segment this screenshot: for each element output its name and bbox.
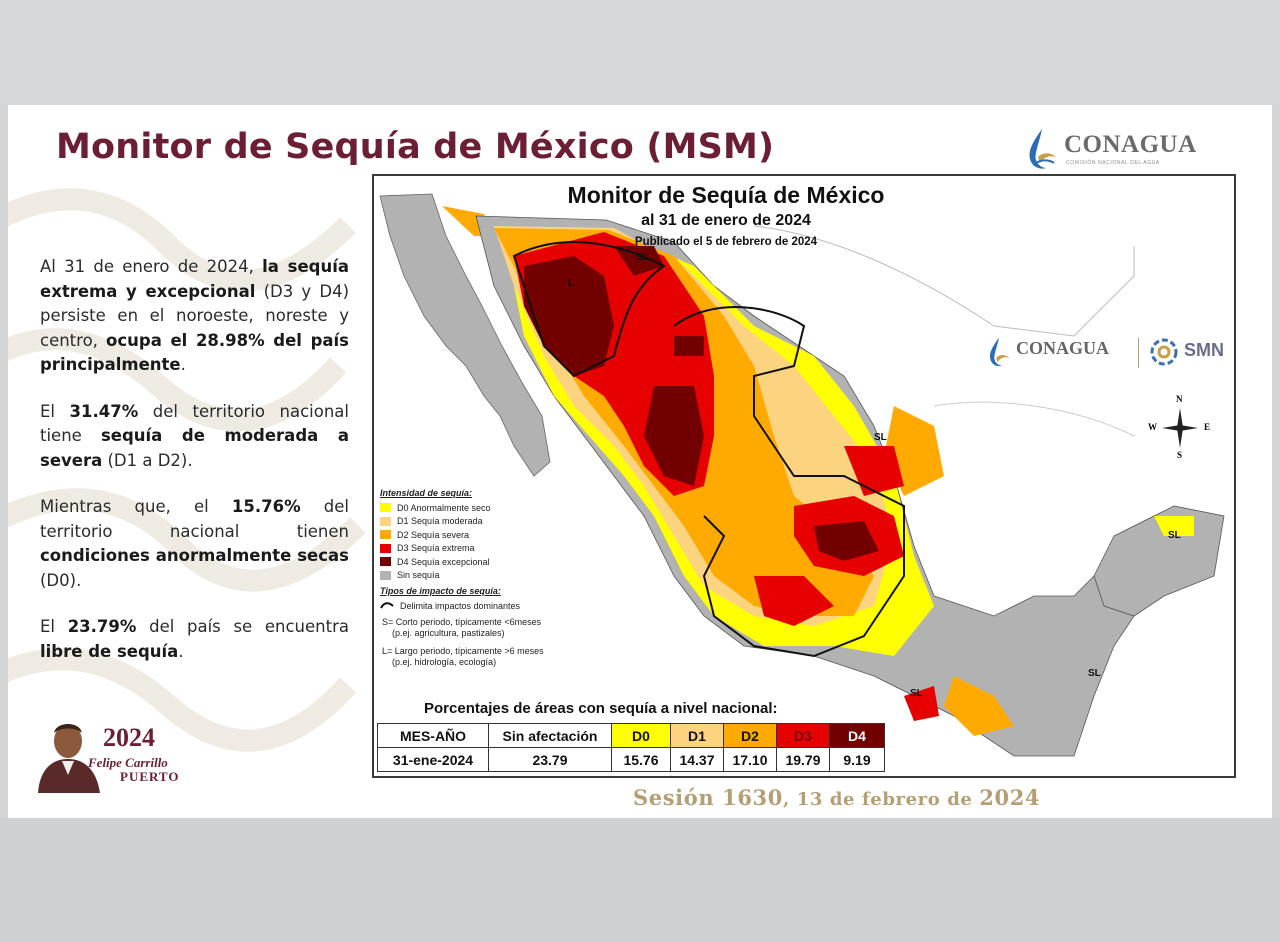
legend-title: Intensidad de sequía: <box>380 488 473 498</box>
drought-map: L SL SL SL SL SL Monitor de Sequía de Mé… <box>372 174 1236 778</box>
map-title: Monitor de Sequía de México <box>567 182 885 208</box>
table-header: MES-AÑO <box>377 723 489 748</box>
map-legend: Intensidad de sequía: D0 Anormalmente se… <box>380 488 600 668</box>
watermark-pattern <box>8 188 366 752</box>
legend-item-d4: D4 Sequía excepcional <box>380 555 600 569</box>
conagua-drop-icon <box>989 337 1010 367</box>
table-cell: 9.19 <box>829 747 885 772</box>
baja-california-region <box>379 193 551 477</box>
table-header: D2 <box>723 723 777 748</box>
logo-name-line1: Felipe Carrillo <box>88 755 168 770</box>
table-header: D4 <box>829 723 885 748</box>
background-bottom <box>0 818 1280 942</box>
legend-item-d3: D3 Sequía extrema <box>380 542 600 556</box>
background-top <box>0 0 1280 105</box>
legend-swatch <box>380 557 391 567</box>
percentages-table: MES-AÑO Sin afectación D0 D1 D2 D3 D4 31… <box>377 723 885 772</box>
slide-title: Monitor de Sequía de México (MSM) <box>56 127 775 167</box>
impact-s: S= Corto periodo, típicamente <6meses <box>382 617 542 627</box>
compass-w: W <box>1148 422 1157 432</box>
map-label-sl-yucatan: SL <box>1168 530 1181 541</box>
table-header: D1 <box>670 723 724 748</box>
map-label-sl-east: SL <box>874 432 887 443</box>
compass-icon <box>1162 408 1198 448</box>
legend-swatch <box>380 516 391 526</box>
summary-paragraph-1: Al 31 de enero de 2024, la sequía extrem… <box>40 257 350 374</box>
impact-line-row: Delimita impactos dominantes <box>380 600 600 612</box>
compass-n: N <box>1176 394 1183 404</box>
map-label-sl-southeast: SL <box>1088 668 1101 679</box>
felipe-carrillo-puerto-logo: 2024 Felipe Carrillo PUERTO <box>28 715 198 795</box>
impact-title: Tipos de impacto de sequía: <box>380 586 501 596</box>
summary-paragraph-4: El 23.79% del país se encuentra libre de… <box>40 617 349 661</box>
legend-swatch <box>380 543 391 553</box>
mexico-drought-map: L SL SL SL SL SL <box>379 193 1225 757</box>
logo-separator <box>1138 338 1139 368</box>
legend-swatch <box>380 570 391 580</box>
map-smn-text: SMN <box>1184 340 1224 360</box>
logo-name-line2: PUERTO <box>120 769 180 784</box>
percentages-title: Porcentajes de áreas con sequía a nivel … <box>424 700 778 717</box>
table-cell: 15.76 <box>611 747 671 772</box>
slide: Monitor de Sequía de México (MSM) CONAGU… <box>8 105 1272 818</box>
table-header: D3 <box>776 723 830 748</box>
summary-paragraph-2: El 31.47% del territorio nacional tiene … <box>40 401 350 470</box>
map-label-sl-north: SL <box>636 252 649 263</box>
table-cell: 17.10 <box>723 747 777 772</box>
impact-l: L= Largo periodo, típicamente >6 meses <box>382 646 544 656</box>
map-subtitle: al 31 de enero de 2024 <box>641 212 811 229</box>
legend-swatch <box>380 503 391 513</box>
portrait-icon <box>38 724 100 793</box>
summary-paragraph-3: Mientras que, el 15.76% del territorio n… <box>40 497 349 590</box>
table-header-row: MES-AÑO Sin afectación D0 D1 D2 D3 D4 <box>377 723 885 748</box>
legend-item-d2: D2 Sequía severa <box>380 528 600 542</box>
map-label-sl-south: SL <box>910 688 923 699</box>
map-published-date: Publicado el 5 de febrero de 2024 <box>634 236 818 248</box>
table-row: 31-ene-2024 23.79 15.76 14.37 17.10 19.7… <box>377 747 885 772</box>
impact-l-example: (p.ej. hidrología, ecología) <box>392 657 497 667</box>
legend-swatch <box>380 530 391 540</box>
table-cell: 14.37 <box>670 747 724 772</box>
compass-rose: N S W E <box>1148 394 1211 460</box>
compass-e: E <box>1204 422 1211 432</box>
table-header: D0 <box>611 723 671 748</box>
compass-s: S <box>1177 450 1183 460</box>
table-header: Sin afectación <box>488 723 612 748</box>
map-conagua-text: CONAGUA <box>1016 338 1109 358</box>
conagua-drop-icon <box>1029 129 1056 169</box>
map-logos: CONAGUA SMN <box>986 334 1226 374</box>
logo-year: 2024 <box>103 723 155 752</box>
legend-item-none: Sin sequía <box>380 569 600 583</box>
legend-item-d1: D1 Sequía moderada <box>380 515 600 529</box>
legend-item-d0: D0 Anormalmente seco <box>380 501 600 515</box>
table-cell: 23.79 <box>488 747 612 772</box>
smn-swirl-icon <box>1150 338 1178 366</box>
conagua-logo-subtext: COMISIÓN NACIONAL DEL AGUA <box>1066 160 1160 166</box>
boundary-line-icon <box>380 602 394 609</box>
table-cell: 31-ene-2024 <box>377 747 489 772</box>
impact-s-example: (p.ej. agricultura, pastizales) <box>392 628 505 638</box>
map-label-l: L <box>568 278 574 289</box>
conagua-logo-text: CONAGUA <box>1064 131 1197 158</box>
conagua-logo: CONAGUA COMISIÓN NACIONAL DEL AGUA <box>1024 125 1214 173</box>
summary-text: Al 31 de enero de 2024, la sequía extrem… <box>40 255 349 686</box>
table-cell: 19.79 <box>776 747 830 772</box>
session-footer: Sesión 1630, 13 de febrero de 2024 <box>633 785 1041 810</box>
